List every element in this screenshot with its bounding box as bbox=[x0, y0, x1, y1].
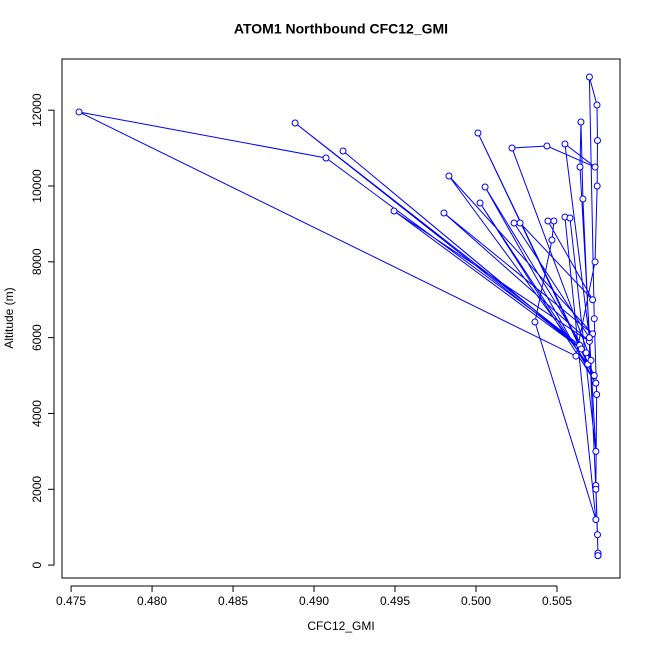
data-point bbox=[566, 214, 574, 222]
data-point bbox=[593, 137, 601, 145]
x-tick-label: 0.475 bbox=[56, 594, 86, 608]
data-point bbox=[339, 147, 347, 155]
data-point bbox=[510, 219, 518, 227]
data-point bbox=[561, 140, 569, 148]
data-point bbox=[548, 236, 556, 244]
data-point bbox=[585, 73, 593, 81]
data-point bbox=[582, 349, 590, 357]
y-tick-label: 6000 bbox=[30, 324, 44, 351]
data-point bbox=[579, 195, 587, 203]
data-point bbox=[591, 258, 599, 266]
y-tick-label: 12000 bbox=[30, 93, 44, 127]
data-point bbox=[587, 356, 595, 364]
chart-title: ATOM1 Northbound CFC12_GMI bbox=[234, 21, 448, 37]
y-tick-label: 10000 bbox=[30, 169, 44, 203]
data-point bbox=[591, 163, 599, 171]
data-point bbox=[390, 207, 398, 215]
data-point bbox=[592, 516, 600, 524]
data-point bbox=[474, 129, 482, 137]
data-point bbox=[508, 144, 516, 152]
data-point bbox=[585, 334, 593, 342]
data-point bbox=[550, 217, 558, 225]
data-point bbox=[572, 352, 580, 360]
data-point bbox=[593, 182, 601, 190]
y-tick-label: 8000 bbox=[30, 248, 44, 275]
plot-frame bbox=[61, 58, 621, 579]
x-tick-label: 0.485 bbox=[218, 594, 248, 608]
data-point bbox=[593, 531, 601, 539]
data-point bbox=[577, 345, 585, 353]
data-point bbox=[590, 372, 598, 380]
data-line bbox=[78, 76, 599, 556]
data-point bbox=[592, 447, 600, 455]
y-tick-label: 4000 bbox=[30, 400, 44, 427]
x-tick-label: 0.490 bbox=[299, 594, 329, 608]
y-axis-label: Altitude (m) bbox=[2, 287, 16, 348]
x-tick-label: 0.480 bbox=[137, 594, 167, 608]
data-point bbox=[544, 217, 552, 225]
y-tick-label: 0 bbox=[30, 561, 44, 568]
data-point bbox=[543, 142, 551, 150]
y-tick-label: 2000 bbox=[30, 476, 44, 503]
data-point bbox=[592, 379, 600, 387]
data-point bbox=[445, 172, 453, 180]
data-point bbox=[593, 391, 601, 399]
data-point bbox=[576, 163, 584, 171]
x-tick-label: 0.500 bbox=[461, 594, 491, 608]
data-point bbox=[577, 118, 585, 126]
data-point bbox=[589, 296, 597, 304]
data-point bbox=[440, 209, 448, 217]
data-point bbox=[481, 183, 489, 191]
x-tick-label: 0.495 bbox=[380, 594, 410, 608]
data-point bbox=[592, 485, 600, 493]
data-point bbox=[594, 552, 602, 560]
data-point bbox=[75, 108, 83, 116]
data-point bbox=[593, 101, 601, 109]
x-axis-label: CFC12_GMI bbox=[307, 619, 374, 633]
data-point bbox=[476, 199, 484, 207]
x-tick-label: 0.505 bbox=[542, 594, 572, 608]
data-point bbox=[322, 154, 330, 162]
data-point bbox=[590, 315, 598, 323]
data-point bbox=[531, 318, 539, 326]
data-point bbox=[516, 219, 524, 227]
data-point bbox=[291, 119, 299, 127]
